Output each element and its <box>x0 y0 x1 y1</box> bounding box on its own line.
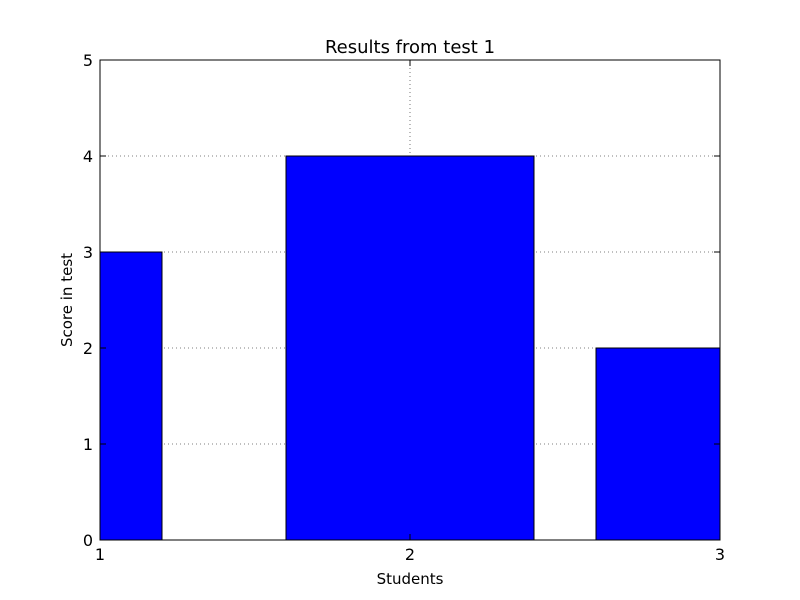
bar-2 <box>285 155 535 540</box>
y-tick-label: 1 <box>83 435 93 454</box>
x-tick-label: 3 <box>715 545 725 564</box>
x-tick-label: 1 <box>95 545 105 564</box>
y-tick-label: 4 <box>83 147 93 166</box>
x-tick-label: 2 <box>405 545 415 564</box>
y-tick-label: 0 <box>83 531 93 550</box>
y-axis-label: Score in test <box>58 253 76 347</box>
bar-3 <box>595 347 720 540</box>
x-axis-label: Students <box>377 570 444 588</box>
chart-title: Results from test 1 <box>325 37 495 58</box>
y-tick-label: 5 <box>83 51 93 70</box>
bar-1 <box>100 251 163 540</box>
y-tick-label: 2 <box>83 339 93 358</box>
y-tick-label: 3 <box>83 243 93 262</box>
bars <box>100 155 720 540</box>
